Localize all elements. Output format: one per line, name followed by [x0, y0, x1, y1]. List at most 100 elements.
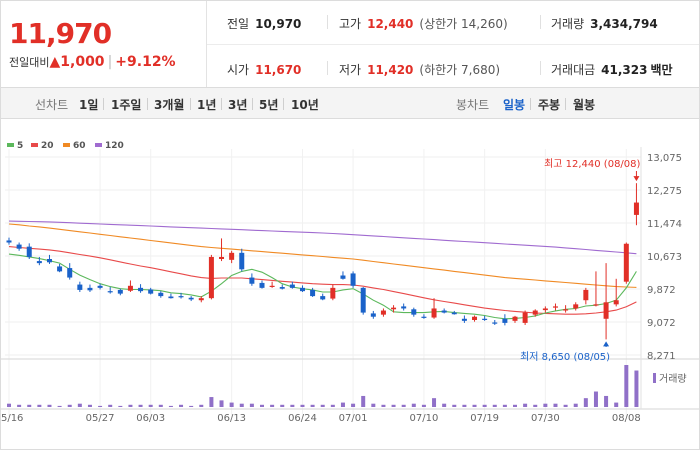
ma60-line	[8, 223, 637, 288]
candle-body	[46, 259, 52, 263]
volume-bar	[300, 404, 305, 407]
low-arrow-icon	[603, 341, 610, 347]
amount-label: 거래대금	[551, 63, 596, 77]
candle-body	[623, 243, 629, 282]
volume-bar	[624, 365, 629, 407]
volume-bar	[593, 391, 598, 407]
volume-bar	[37, 404, 42, 407]
volume-bar	[168, 405, 173, 407]
tab-1week[interactable]: 1주일	[111, 98, 142, 112]
line-chart-title: 선차트	[35, 98, 69, 112]
candle-body	[16, 244, 22, 249]
amount-value: 41,323	[601, 63, 648, 77]
volume-bar	[128, 404, 133, 407]
candle-body	[178, 296, 184, 298]
low-annotation: 최저 8,650 (08/05)	[520, 351, 610, 363]
volume-bar	[260, 404, 264, 407]
prev-close-label: 전일	[227, 17, 250, 31]
volume-bar	[614, 402, 619, 407]
candle-body	[472, 316, 478, 321]
volume-bar	[634, 370, 639, 407]
x-tick-label: 07/19	[470, 413, 499, 424]
candle-body	[552, 306, 558, 308]
candle-body	[67, 268, 73, 278]
candle-body	[188, 297, 194, 300]
ma-legend-swatch	[7, 143, 14, 147]
volume-bar	[432, 398, 437, 407]
candle-body	[289, 284, 295, 288]
x-tick-label: 07/30	[531, 413, 560, 424]
y-tick-label: 9,872	[647, 285, 676, 296]
y-tick-label: 11,474	[647, 219, 682, 230]
candle-body	[148, 289, 154, 294]
volume-bar	[502, 404, 507, 407]
volume-bar	[57, 405, 62, 407]
candle-body	[269, 285, 275, 287]
volume-bar	[381, 404, 386, 407]
candlestick-chart-svg: 13,075 12,275 11,474 10,673 9,872 9,072 8,271 0…	[1, 141, 699, 424]
candle-body	[522, 312, 528, 323]
candle-body	[593, 304, 599, 306]
tab-1year[interactable]: 1년	[197, 98, 217, 112]
tab-separator	[283, 98, 284, 110]
tab-5year[interactable]: 5년	[259, 98, 279, 112]
x-tick-label: 06/13	[217, 413, 246, 424]
x-tick-label: 05/27	[86, 413, 115, 424]
volume-bar	[87, 404, 92, 407]
tab-daily-candle[interactable]: 일봉	[503, 98, 526, 112]
candle-body	[138, 287, 144, 292]
change-label: 전일대비	[9, 56, 50, 69]
candle-body	[107, 291, 113, 293]
volume-bar	[573, 403, 578, 407]
candle-body	[421, 316, 427, 318]
candle-body	[431, 308, 437, 318]
volume-bar	[563, 404, 568, 407]
candle-body	[158, 292, 164, 297]
candle-body	[127, 285, 133, 291]
volume-bar	[77, 403, 82, 407]
volume-bar	[290, 404, 295, 407]
candle-body	[320, 296, 326, 300]
quote-divider	[207, 44, 699, 45]
quote-separator	[540, 61, 541, 75]
tab-weekly-candle[interactable]: 주봉	[538, 98, 561, 112]
candle-body	[310, 289, 316, 297]
tab-separator	[565, 98, 566, 110]
open-label: 시가	[227, 63, 250, 77]
tab-3year[interactable]: 3년	[228, 98, 248, 112]
candle-body	[532, 310, 538, 315]
volume-bar	[280, 404, 285, 407]
current-price: 11,970	[9, 17, 112, 50]
candle-body	[208, 256, 214, 299]
candle-body	[441, 310, 447, 313]
tab-monthly-candle[interactable]: 월봉	[573, 98, 596, 112]
tab-separator	[103, 98, 104, 110]
trade-amount: 거래대금 41,323 백만	[551, 61, 673, 78]
volume-bar	[330, 404, 335, 407]
upper-limit: (상한가 14,260)	[419, 17, 508, 31]
volume-legend-swatch	[653, 373, 656, 383]
day-low: 저가 11,420 (하한가 7,680)	[339, 61, 500, 78]
change-percent: +9.12%	[115, 54, 176, 70]
prev-close-value: 10,970	[255, 17, 302, 31]
stock-chart: 13,075 12,275 11,474 10,673 9,872 9,072 8,271 0…	[0, 119, 700, 450]
day-high: 고가 12,440 (상한가 14,260)	[339, 15, 508, 32]
candle-body	[583, 289, 589, 301]
ma-legend-label: 5	[17, 141, 23, 151]
high-arrow-icon	[633, 176, 640, 182]
volume-bar	[361, 395, 366, 407]
volume-bar	[179, 404, 184, 407]
ma-legend-label: 120	[105, 141, 124, 151]
tab-3month[interactable]: 3개월	[154, 98, 185, 112]
quote-separator	[540, 15, 541, 29]
tab-1day[interactable]: 1일	[79, 98, 99, 112]
y-tick-label: 10,673	[647, 252, 682, 263]
volume-bar	[391, 404, 396, 407]
volume-bar	[523, 403, 528, 407]
x-tick-label: 06/24	[288, 413, 317, 424]
tab-10year[interactable]: 10년	[291, 98, 319, 112]
volume-bar	[533, 404, 538, 407]
volume-bar	[249, 403, 254, 407]
ma-legend-swatch	[95, 143, 102, 147]
quote-separator	[327, 61, 328, 75]
